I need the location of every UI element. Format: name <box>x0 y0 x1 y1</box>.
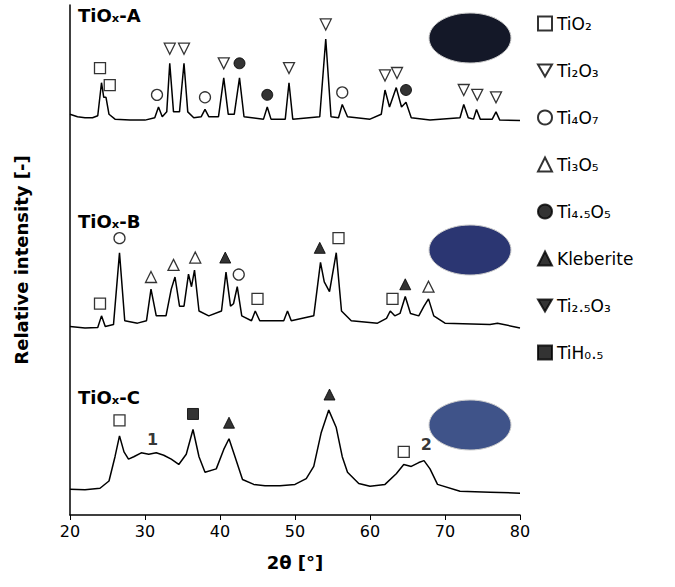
svg-text:Kleberite: Kleberite <box>557 249 633 269</box>
svg-text:70: 70 <box>435 522 455 541</box>
svg-text:Relative intensity [-]: Relative intensity [-] <box>11 155 32 364</box>
svg-text:20: 20 <box>60 522 80 541</box>
svg-text:1: 1 <box>147 430 158 449</box>
svg-text:Ti₃O₅: Ti₃O₅ <box>556 155 599 175</box>
svg-text:TiH₀.₅: TiH₀.₅ <box>556 343 603 363</box>
svg-text:TiOₓ-A: TiOₓ-A <box>78 5 141 26</box>
svg-text:50: 50 <box>285 522 305 541</box>
svg-text:Ti₄.₅O₅: Ti₄.₅O₅ <box>556 202 611 222</box>
svg-text:TiO₂: TiO₂ <box>556 14 592 34</box>
svg-text:60: 60 <box>360 522 380 541</box>
svg-text:40: 40 <box>210 522 230 541</box>
svg-text:2: 2 <box>421 435 432 454</box>
svg-text:30: 30 <box>135 522 155 541</box>
svg-text:TiOₓ-B: TiOₓ-B <box>78 211 140 232</box>
svg-text:2θ [°]: 2θ [°] <box>267 552 324 573</box>
svg-text:80: 80 <box>510 522 530 541</box>
svg-text:Ti₂O₃: Ti₂O₃ <box>556 61 599 81</box>
svg-text:TiOₓ-C: TiOₓ-C <box>78 387 140 408</box>
svg-text:Ti₄O₇: Ti₄O₇ <box>556 108 599 128</box>
svg-text:Ti₂.₅O₃: Ti₂.₅O₃ <box>556 296 611 316</box>
